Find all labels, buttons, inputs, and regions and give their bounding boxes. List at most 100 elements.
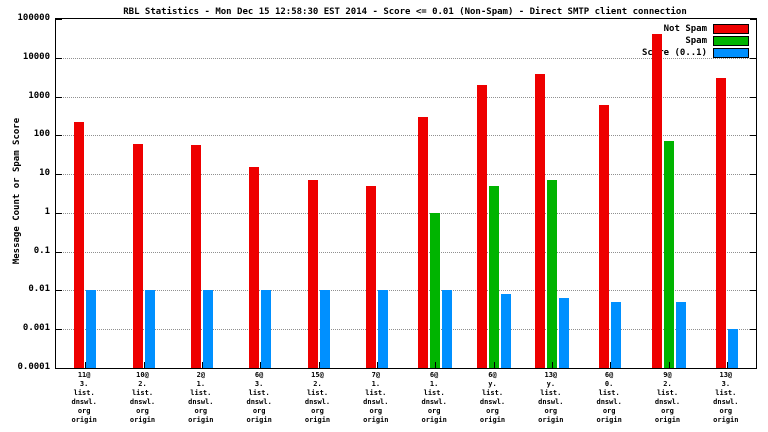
bar bbox=[430, 212, 441, 368]
y-tick-mark bbox=[750, 251, 756, 253]
gridline bbox=[56, 212, 756, 214]
x-axis-category-label: 6@ 0. list. dnswl. org origin bbox=[596, 371, 622, 424]
x-tick-mark bbox=[493, 362, 495, 368]
bar bbox=[599, 105, 610, 368]
x-axis-category-label: 10@ 2. list. dnswl. org origin bbox=[129, 371, 156, 424]
y-tick-mark bbox=[750, 368, 756, 369]
bar bbox=[261, 290, 272, 368]
x-tick-mark bbox=[668, 362, 670, 368]
y-tick-mark bbox=[56, 290, 62, 292]
legend-entry: Score (0..1) bbox=[642, 48, 749, 58]
x-axis-category-label: 2@ 1. list. dnswl. org origin bbox=[188, 371, 214, 424]
y-tick-mark bbox=[56, 251, 62, 253]
bar bbox=[558, 297, 569, 368]
legend-label: Score (0..1) bbox=[641, 48, 707, 58]
y-tick-mark bbox=[56, 212, 62, 214]
y-tick-mark bbox=[750, 329, 756, 331]
legend-entry: Spam bbox=[642, 36, 749, 46]
legend-swatch bbox=[713, 24, 749, 34]
x-tick-mark bbox=[260, 362, 262, 368]
y-tick-mark bbox=[750, 212, 756, 214]
x-axis-category-label: 15@ 2. list. dnswl. org origin bbox=[304, 371, 331, 424]
bar bbox=[488, 185, 499, 368]
chart-title: RBL Statistics - Mon Dec 15 12:58:30 EST… bbox=[123, 7, 687, 17]
y-tick-mark bbox=[56, 19, 62, 20]
legend-label: Not Spam bbox=[663, 24, 707, 34]
y-tick-label: 100 bbox=[33, 129, 50, 140]
bar bbox=[249, 167, 260, 368]
bar bbox=[418, 116, 429, 368]
x-axis-category-label: 7@ 1. list. dnswl. org origin bbox=[363, 371, 389, 424]
y-tick-label: 0.001 bbox=[22, 323, 50, 334]
y-tick-mark bbox=[750, 290, 756, 292]
bar bbox=[202, 290, 213, 368]
legend-swatch bbox=[713, 48, 749, 58]
x-tick-mark bbox=[726, 362, 728, 368]
y-tick-mark bbox=[56, 329, 62, 331]
x-tick-mark bbox=[143, 362, 145, 368]
x-tick-mark bbox=[318, 362, 320, 368]
bar bbox=[74, 122, 85, 368]
y-tick-mark bbox=[750, 19, 756, 20]
gridline bbox=[56, 174, 756, 176]
x-axis-category-label: 6@ 3. list. dnswl. org origin bbox=[246, 371, 272, 424]
y-tick-mark bbox=[56, 96, 62, 98]
gridline bbox=[56, 96, 756, 98]
y-tick-mark bbox=[56, 368, 62, 369]
bar bbox=[546, 180, 557, 368]
x-axis-category-label: 13@ y. list. dnswl. org origin bbox=[538, 371, 564, 424]
x-axis-category-label: 11@ 3. list. dnswl. org origin bbox=[71, 371, 97, 424]
y-tick-label: 10 bbox=[39, 168, 50, 179]
bar bbox=[534, 74, 545, 368]
bar bbox=[715, 78, 726, 368]
bar bbox=[663, 141, 674, 368]
x-tick-mark bbox=[551, 362, 553, 368]
y-tick-label: 0.1 bbox=[33, 245, 50, 256]
legend: Not Spam Spam Score (0..1) bbox=[642, 24, 749, 60]
y-tick-mark bbox=[750, 135, 756, 137]
y-tick-label: 1 bbox=[44, 206, 50, 217]
bar bbox=[675, 302, 686, 368]
legend-label: Spam bbox=[685, 36, 707, 46]
y-tick-mark bbox=[56, 174, 62, 176]
bar bbox=[190, 145, 201, 368]
y-tick-label: 100000 bbox=[17, 13, 50, 23]
x-tick-mark bbox=[85, 362, 87, 368]
x-tick-mark bbox=[610, 362, 612, 368]
bar bbox=[132, 143, 143, 368]
x-tick-mark bbox=[435, 362, 437, 368]
y-tick-label: 0.01 bbox=[28, 284, 50, 295]
bar bbox=[86, 290, 97, 368]
bar bbox=[144, 290, 155, 368]
gridline bbox=[56, 329, 756, 331]
x-axis-category-label: 13@ 3. list. dnswl. org origin bbox=[713, 371, 739, 424]
legend-swatch bbox=[713, 36, 749, 46]
gridline bbox=[56, 135, 756, 137]
bar bbox=[476, 84, 487, 368]
gridline bbox=[56, 57, 756, 59]
y-tick-mark bbox=[56, 57, 62, 59]
y-tick-mark bbox=[750, 96, 756, 98]
x-axis-category-label: 6@ 1. list. dnswl. org origin bbox=[421, 371, 447, 424]
bar bbox=[727, 329, 738, 368]
legend-entry: Not Spam bbox=[642, 24, 749, 34]
bar bbox=[377, 290, 388, 368]
gridline bbox=[56, 251, 756, 253]
y-tick-label: 10000 bbox=[22, 51, 50, 62]
y-tick-mark bbox=[750, 57, 756, 59]
gridline bbox=[56, 290, 756, 292]
x-axis-category-label: 6@ y. list. dnswl. org origin bbox=[479, 371, 506, 424]
bar bbox=[500, 294, 511, 368]
y-tick-mark bbox=[750, 174, 756, 176]
x-axis-category-label: 9@ 2. list. dnswl. org origin bbox=[654, 371, 681, 424]
bar bbox=[611, 302, 622, 368]
x-tick-mark bbox=[201, 362, 203, 368]
bar bbox=[651, 34, 662, 368]
bar bbox=[365, 185, 376, 368]
plot-area: Not Spam Spam Score (0..1) bbox=[55, 18, 757, 369]
bar bbox=[307, 180, 318, 368]
y-tick-label: 0.0001 bbox=[17, 362, 50, 372]
x-tick-mark bbox=[376, 362, 378, 368]
bar bbox=[319, 290, 330, 368]
